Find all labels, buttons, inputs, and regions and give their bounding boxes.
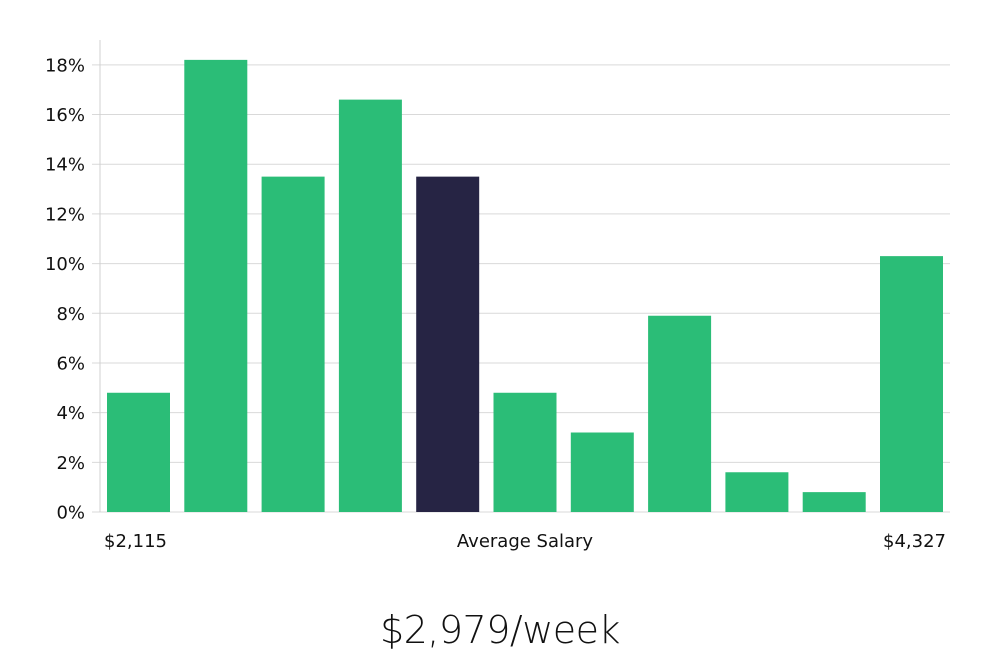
salary-histogram: 0% 2% 4% 6% 8% 10% 12% 14% 16% 18% $2,115 Average… [45, 40, 950, 552]
y-tick-label-10: 10% [45, 254, 85, 275]
bar-3 [261, 176, 325, 512]
y-tick-label-18: 18% [45, 55, 85, 76]
y-tick-label-4: 4% [56, 403, 85, 424]
bar-10 [802, 492, 866, 512]
y-tick-label-0: 0% [56, 503, 85, 524]
y-tick-label-14: 14% [45, 155, 85, 176]
x-label-max: $4,327 [883, 531, 946, 552]
bar-4 [338, 99, 402, 512]
bar-6 [493, 392, 557, 512]
y-axis-ticks: 0% 2% 4% 6% 8% 10% 12% 14% 16% 18% [45, 55, 85, 523]
y-tick-label-8: 8% [56, 304, 85, 325]
bar-9 [725, 472, 789, 512]
y-tick-label-16: 16% [45, 105, 85, 126]
bar-average-salary [416, 176, 480, 512]
y-tick-label-12: 12% [45, 204, 85, 225]
average-weekly-salary: $2,979/week [379, 608, 621, 652]
bar-1 [107, 392, 170, 512]
x-label-average-salary: Average Salary [457, 531, 594, 552]
bar-11 [880, 256, 943, 512]
y-tick-label-6: 6% [56, 353, 85, 374]
x-label-min: $2,115 [104, 531, 167, 552]
y-tick-label-2: 2% [56, 453, 85, 474]
bar-2 [184, 59, 248, 512]
bar-8 [648, 315, 712, 512]
bar-7 [570, 432, 634, 512]
bars [107, 59, 943, 512]
